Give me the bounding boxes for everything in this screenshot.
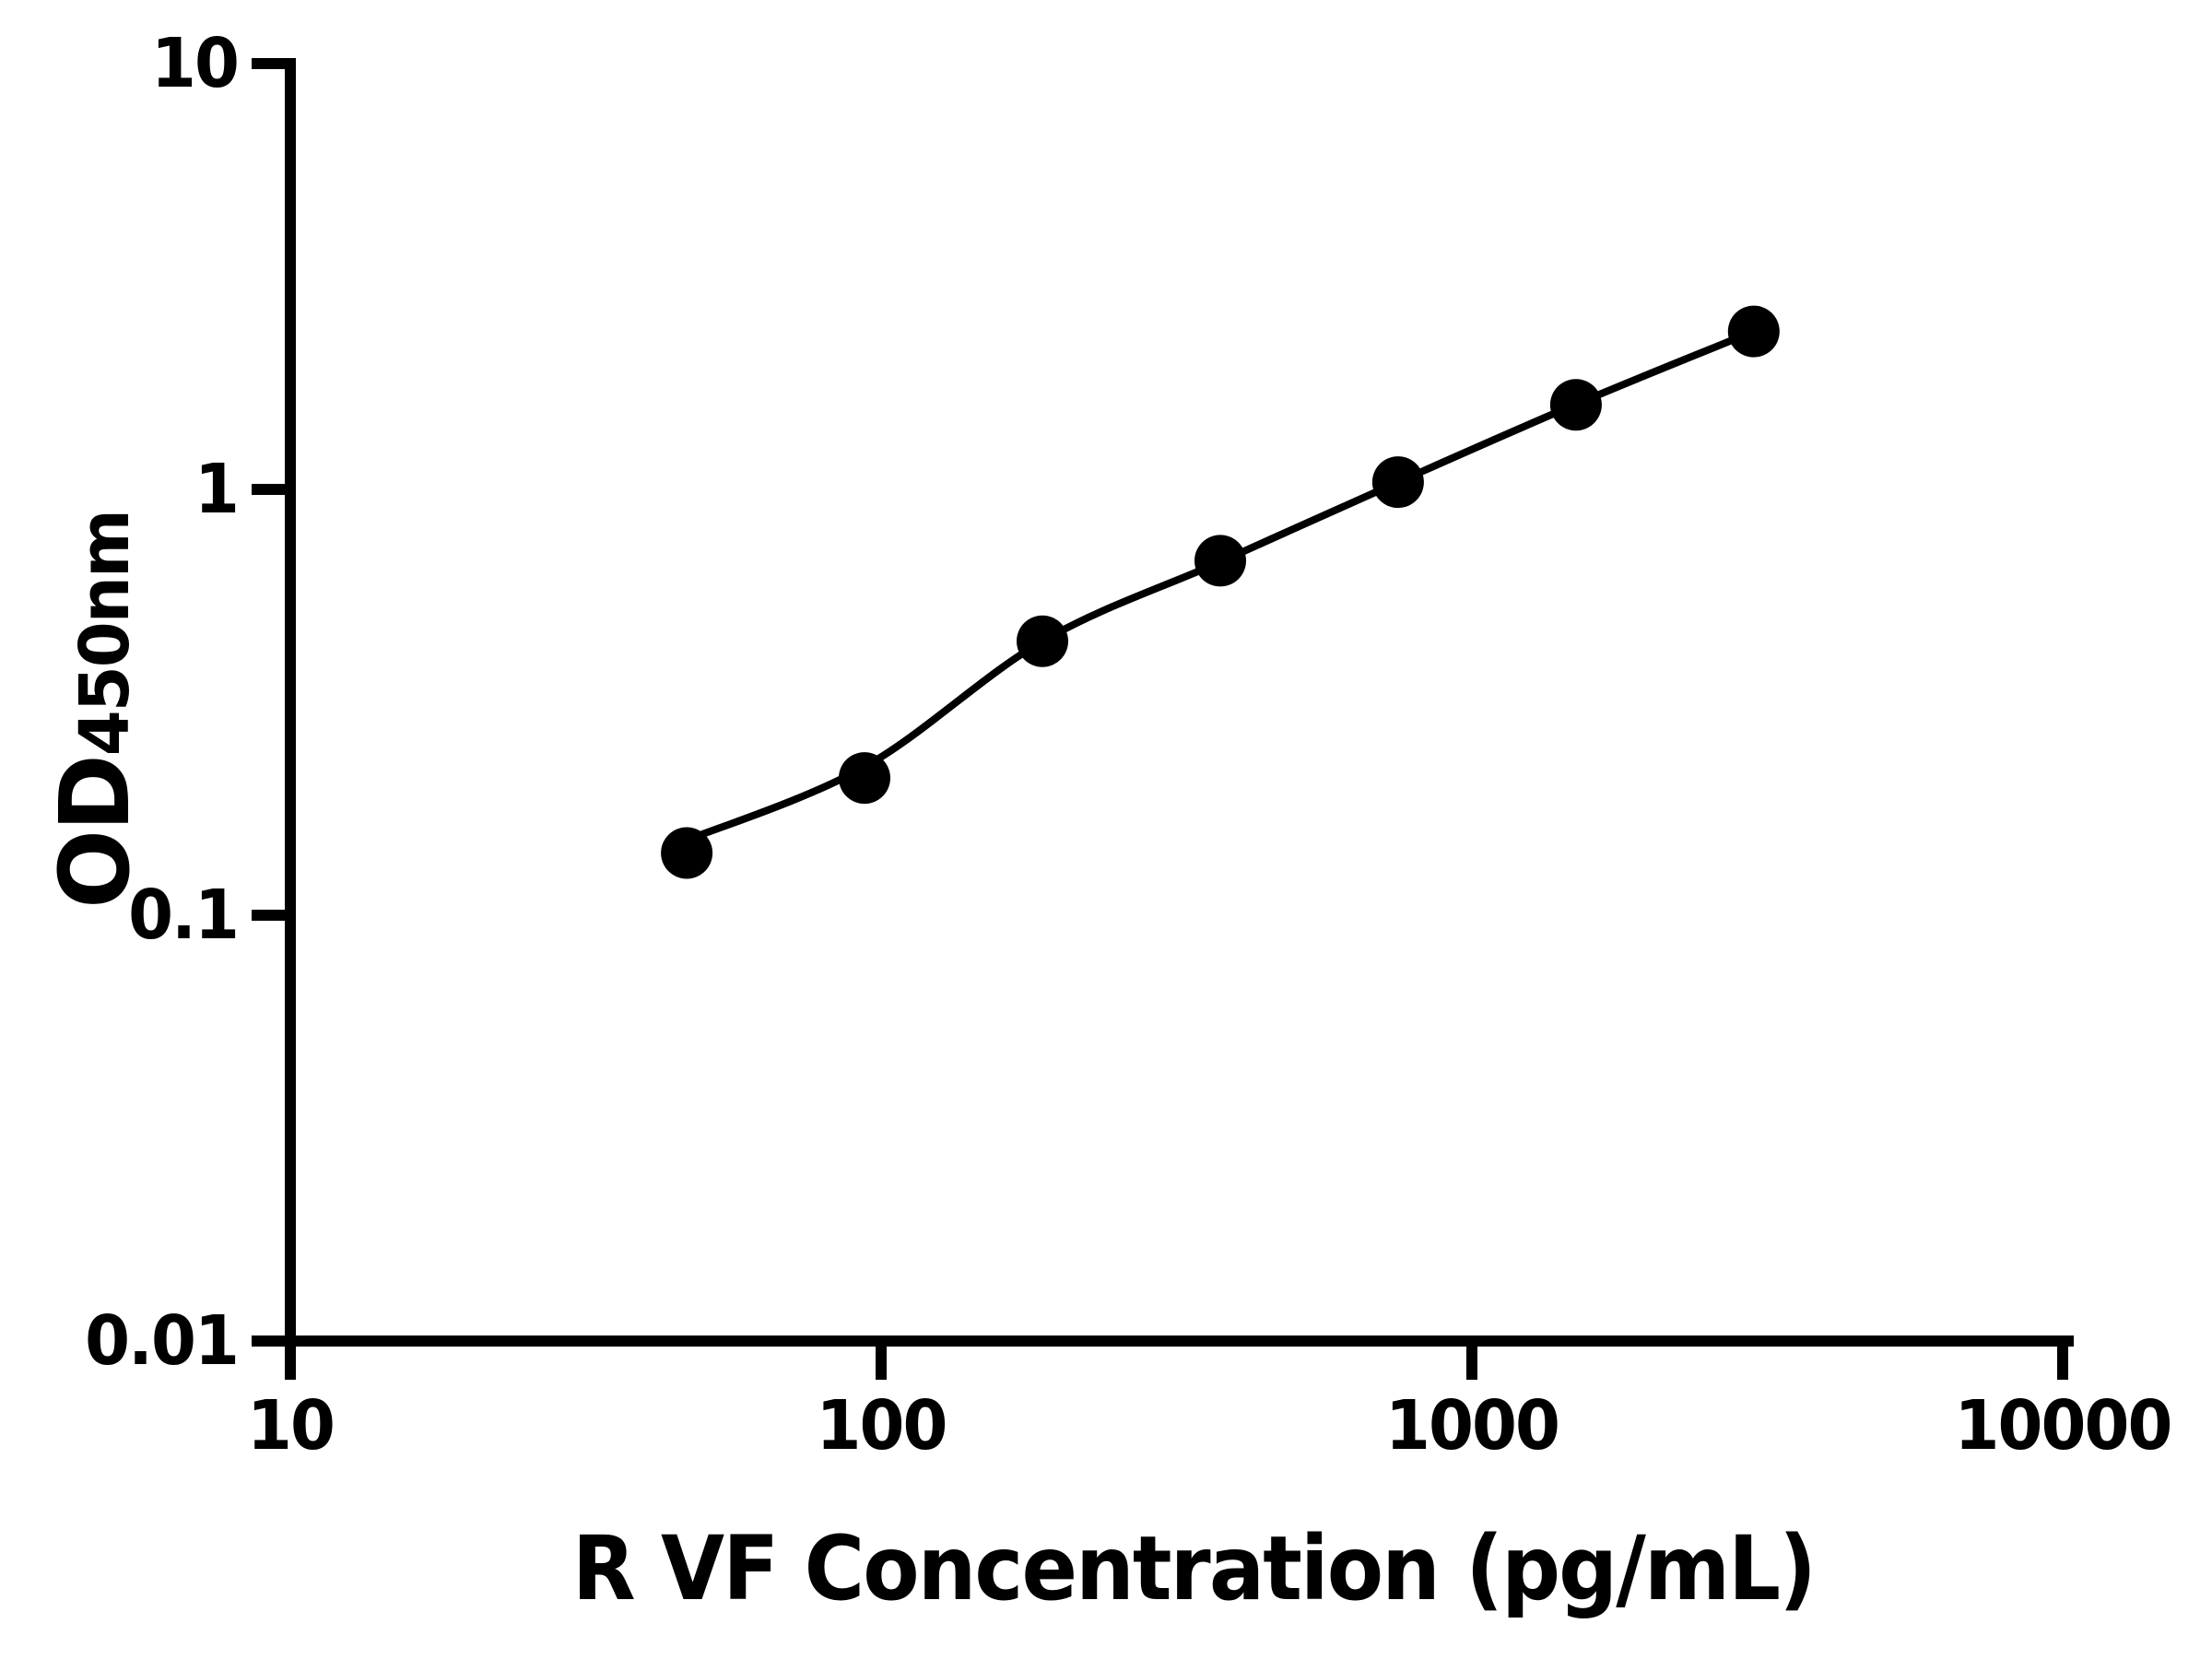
data-point — [1371, 456, 1424, 509]
y-tick-mark — [252, 1335, 290, 1347]
y-tick-mark — [252, 58, 290, 69]
data-point — [1549, 379, 1602, 431]
x-axis-line — [285, 1335, 2074, 1347]
y-tick-label: 0.1 — [128, 876, 240, 955]
data-point — [661, 827, 713, 879]
x-tick-label: 1000 — [1384, 1386, 1560, 1465]
y-tick-mark — [252, 484, 290, 495]
y-tick-mark — [252, 910, 290, 921]
y-tick-label: 10 — [150, 24, 240, 103]
x-tick-label: 100 — [816, 1386, 947, 1465]
y-axis-line — [285, 58, 296, 1380]
x-tick-label: 10 — [246, 1386, 335, 1465]
x-axis-title: R VF Concentration (pg/mL) — [571, 1517, 1817, 1620]
data-point — [1194, 535, 1246, 587]
data-point — [839, 752, 890, 805]
data-point — [1727, 305, 1780, 358]
y-tick-label: 0.01 — [85, 1301, 240, 1381]
y-axis-title-sub: 450nm — [65, 511, 145, 757]
x-tick-label: 10000 — [1954, 1386, 2172, 1465]
x-tick-mark — [1466, 1341, 1477, 1380]
x-tick-mark — [876, 1341, 887, 1380]
x-tick-mark — [2057, 1341, 2068, 1380]
y-tick-label: 1 — [194, 450, 240, 529]
data-point — [1017, 615, 1068, 667]
y-axis-title: OD 450nm — [39, 511, 151, 909]
